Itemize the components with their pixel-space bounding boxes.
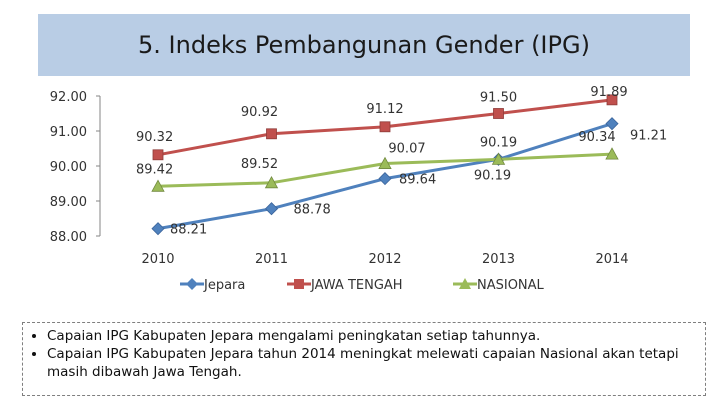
legend-label: Jepara (203, 278, 245, 293)
y-tick-label: 92.00 (50, 90, 87, 105)
data-point-marker (491, 152, 506, 165)
data-point-marker (606, 94, 618, 106)
data-label: 88.21 (170, 223, 207, 238)
data-point-marker (605, 117, 619, 131)
legend-label: NASIONAL (477, 278, 545, 293)
y-tick-label: 90.00 (50, 160, 87, 175)
data-label: 89.52 (241, 157, 278, 172)
data-label: 90.07 (388, 142, 425, 157)
x-tick-label: 2011 (255, 252, 288, 267)
data-point-marker (151, 179, 165, 192)
data-label: 90.34 (578, 130, 615, 145)
x-tick-label: 2013 (482, 252, 515, 267)
data-point-marker (264, 202, 279, 216)
data-point-marker (493, 108, 504, 119)
data-label: 91.89 (590, 85, 627, 100)
legend-marker (459, 278, 471, 289)
notes-box: Capaian IPG Kabupaten Jepara mengalami p… (22, 322, 706, 396)
x-tick-label: 2012 (368, 252, 401, 267)
data-label: 88.78 (294, 203, 331, 218)
note-item: Capaian IPG Kabupaten Jepara mengalami p… (47, 327, 697, 345)
title-banner: 5. Indeks Pembangunan Gender (IPG) (38, 14, 690, 76)
data-label: 91.50 (480, 91, 517, 106)
data-label: 90.32 (136, 130, 173, 145)
data-label: 91.12 (366, 102, 403, 117)
data-point-marker (264, 175, 279, 189)
y-tick-label: 88.00 (50, 230, 87, 245)
legend-label: JAWA TENGAH (310, 278, 403, 293)
note-item: Capaian IPG Kabupaten Jepara tahun 2014 … (47, 345, 697, 381)
data-point-marker (152, 149, 164, 161)
data-point-marker (266, 128, 277, 140)
y-tick-label: 89.00 (50, 195, 87, 210)
legend-marker (186, 278, 198, 290)
x-tick-label: 2010 (141, 252, 174, 267)
y-tick-label: 91.00 (50, 125, 87, 140)
data-label: 90.19 (474, 168, 511, 183)
data-label: 90.92 (241, 105, 278, 120)
data-point-marker (605, 147, 619, 160)
data-point-marker (378, 172, 392, 186)
legend-marker (294, 279, 304, 289)
x-tick-label: 2014 (595, 252, 628, 267)
data-label: 91.21 (630, 129, 667, 144)
data-label: 89.42 (136, 162, 173, 177)
line-chart: 88.00 89.00 90.00 91.00 92.00 2010 2011 2012 201… (50, 85, 667, 293)
data-label: 90.19 (480, 135, 517, 150)
data-label: 89.64 (399, 173, 436, 188)
page-title: 5. Indeks Pembangunan Gender (IPG) (138, 31, 590, 59)
data-point-marker (378, 156, 392, 169)
data-point-marker (151, 222, 165, 236)
data-point-marker (379, 121, 391, 133)
